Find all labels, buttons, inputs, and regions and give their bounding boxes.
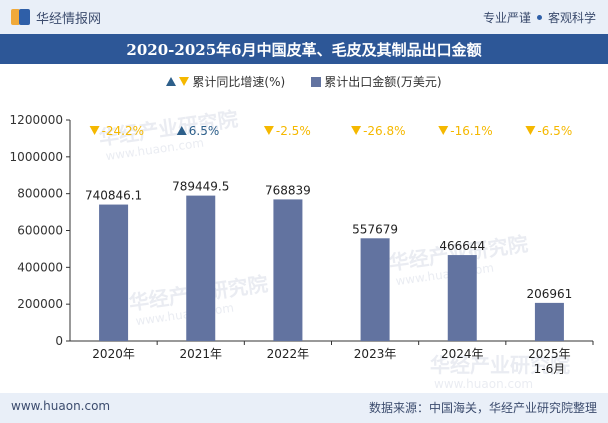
tag-professional: 专业严谨 <box>482 11 531 25</box>
bar-value-label: 789449.5 <box>172 180 229 194</box>
legend-export-label: 累计出口金额(万美元) <box>324 75 442 89</box>
bar-export-value <box>360 238 390 341</box>
y-tick-label: 1200000 <box>10 113 63 127</box>
bar-value-label: 557679 <box>352 222 398 236</box>
x-category-label: 2023年 <box>354 347 397 361</box>
footer-source: 数据来源：中国海关，华经产业研究院整理 <box>368 401 597 415</box>
growth-rate-label: -24.2% <box>102 124 144 138</box>
chart-legend: 累计同比增速(%) 累计出口金额(万美元) <box>0 73 608 90</box>
growth-rate-label: -2.5% <box>276 124 311 138</box>
growth-down-marker <box>525 126 536 135</box>
growth-up-marker <box>176 126 187 135</box>
triangle-down-icon <box>179 77 190 86</box>
y-tick-label: 800000 <box>17 187 63 201</box>
footer: www.huaon.com 数据来源：中国海关，华经产业研究院整理 <box>0 393 608 423</box>
bar-export-value <box>99 204 129 341</box>
growth-down-marker <box>438 126 449 135</box>
y-tick-label: 1000000 <box>10 150 63 164</box>
legend-export[interactable]: 累计出口金额(万美元) <box>311 73 442 90</box>
y-tick-label: 400000 <box>17 260 63 274</box>
footer-site-link[interactable]: www.huaon.com <box>11 399 111 413</box>
dot-icon <box>536 15 542 20</box>
growth-down-marker <box>263 126 274 135</box>
x-category-label: 1-6月 <box>534 362 566 376</box>
x-category-label: 2021年 <box>179 347 222 361</box>
chart-title: 2020-2025年6月中国皮革、毛皮及其制品出口金额 <box>0 34 608 64</box>
watermark-text: 华经产业研究院 <box>430 353 570 377</box>
growth-rate-label: -6.5% <box>537 124 572 138</box>
y-tick-label: 200000 <box>17 297 63 311</box>
legend-square-icon <box>311 76 322 87</box>
y-tick-label: 0 <box>55 334 63 348</box>
bar-chart: 华经产业研究院www.huaon.com华经产业研究院www.huaon.com… <box>10 107 594 391</box>
brand[interactable]: 华经情报网 <box>11 7 101 27</box>
brand-name: 华经情报网 <box>36 11 102 27</box>
bar-export-value <box>447 255 477 341</box>
growth-rate-label: -26.8% <box>363 124 405 138</box>
bar-export-value <box>534 302 564 341</box>
x-category-label: 2025年 <box>528 347 571 361</box>
watermark-url: www.huaon.com <box>434 377 533 391</box>
legend-growth[interactable]: 累计同比增速(%) <box>166 73 285 90</box>
legend-growth-label: 累计同比增速(%) <box>192 75 286 89</box>
huajing-logo-icon <box>11 7 31 27</box>
bar-export-value <box>273 199 303 341</box>
x-category-label: 2022年 <box>267 347 310 361</box>
x-category-label: 2020年 <box>92 347 135 361</box>
growth-down-marker <box>351 126 362 135</box>
bar-value-label: 206961 <box>527 287 573 301</box>
bar-value-label: 740846.1 <box>85 189 142 203</box>
bar-value-label: 768839 <box>265 183 311 197</box>
growth-rate-label: -16.1% <box>450 124 492 138</box>
bar-export-value <box>186 195 216 341</box>
top-bar: 华经情报网 专业严谨 客观科学 <box>0 0 608 34</box>
bar-value-label: 466644 <box>439 239 485 253</box>
triangle-up-icon <box>166 77 177 86</box>
tag-objective: 客观科学 <box>547 11 596 25</box>
growth-down-marker <box>89 126 100 135</box>
growth-rate-label: 6.5% <box>189 124 220 138</box>
y-tick-label: 600000 <box>17 224 63 238</box>
slogan-tags: 专业严谨 客观科学 <box>483 9 596 26</box>
x-category-label: 2024年 <box>441 347 484 361</box>
